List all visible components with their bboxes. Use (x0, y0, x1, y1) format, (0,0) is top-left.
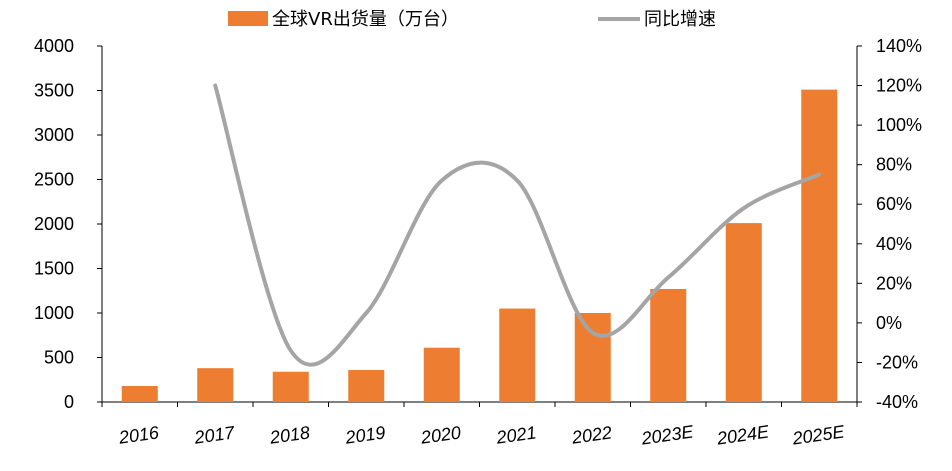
legend-bar-swatch (228, 11, 268, 26)
x-axis-tick-label: 2021 (494, 422, 537, 448)
right-axis-tick-label: -20% (876, 352, 918, 372)
bar-2018 (272, 371, 309, 402)
growth-line-path (213, 83, 822, 367)
legend-bar-label: 全球VR出货量（万台） (272, 9, 459, 30)
bar-2025E (801, 89, 838, 403)
left-axis-tick-label: 2000 (34, 214, 74, 234)
right-axis-tick-label: 100% (876, 115, 922, 135)
left-axis-tick-label: 500 (44, 348, 74, 368)
right-axis-tick-label: 20% (876, 273, 912, 293)
x-axis-tick-label: 2017 (192, 422, 236, 448)
bar-2024E (725, 223, 762, 402)
bar-2022 (574, 313, 611, 402)
x-axis-tick-label: 2023E (639, 421, 695, 448)
right-axis-tick-label: -40% (876, 392, 918, 412)
bar-2020 (423, 347, 460, 402)
right-axis-tick-label: 140% (876, 36, 922, 56)
right-axis-tick-label: 0% (876, 313, 902, 333)
x-axis-tick-label: 2018 (268, 422, 311, 448)
x-axis-tick-label: 2020 (419, 422, 462, 448)
left-axis-tick-label: 4000 (34, 36, 74, 56)
growth-line (213, 83, 822, 367)
x-axis-tick-label: 2019 (343, 422, 386, 448)
right-axis-tick-label: 40% (876, 234, 912, 254)
bars (121, 89, 838, 403)
left-axis-tick-label: 3000 (34, 125, 74, 145)
left-axis-tick-label: 1000 (34, 303, 74, 323)
left-axis-tick-label: 3500 (34, 81, 74, 101)
axes: 0 500 1000 1500 2000 2500 3000 3500 4000 -40% -20%… (34, 36, 922, 449)
right-axis-tick-label: 120% (876, 76, 922, 96)
bar-2019 (348, 369, 385, 402)
legend-line-label: 同比增速 (644, 9, 716, 30)
bar-2023E (650, 288, 687, 402)
left-axis-tick-label: 1500 (34, 259, 74, 279)
right-axis-tick-label: 60% (876, 194, 912, 214)
x-axis-tick-label: 2022 (570, 422, 613, 448)
x-axis-tick-label: 2024E (715, 421, 771, 448)
bar-2021 (499, 308, 536, 402)
left-axis-tick-label: 0 (64, 392, 74, 412)
x-axis-tick-label: 2016 (117, 422, 161, 448)
legend: 全球VR出货量（万台） 同比增速 (228, 9, 716, 30)
x-axis-tick-label: 2025E (790, 421, 846, 448)
left-axis-tick-label: 2500 (34, 170, 74, 190)
bar-2016 (121, 385, 158, 402)
right-axis-tick-label: 80% (876, 155, 912, 175)
bar-2017 (197, 368, 234, 402)
